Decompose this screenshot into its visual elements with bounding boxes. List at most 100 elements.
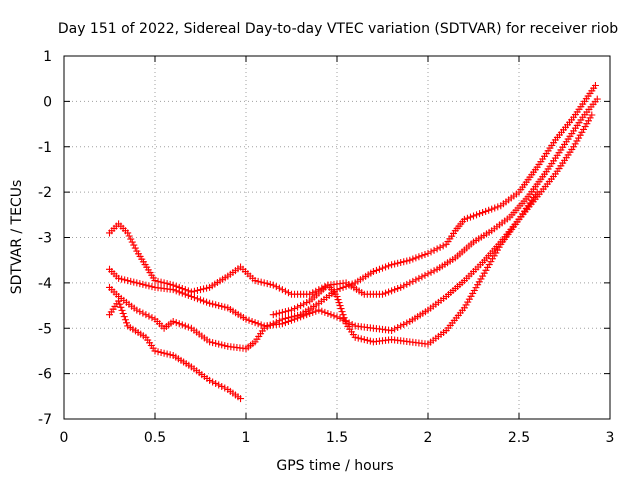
data-point-marker: [115, 297, 123, 305]
data-point-marker: [397, 322, 405, 330]
data-point-marker: [116, 300, 124, 308]
data-point-marker: [284, 314, 292, 322]
data-point-marker: [133, 279, 141, 287]
y-tick-label: -7: [38, 412, 52, 428]
series-track-a: [106, 95, 601, 298]
data-point-marker: [318, 307, 326, 315]
data-point-marker: [415, 274, 423, 282]
data-point-marker: [218, 382, 226, 390]
data-point-marker: [257, 278, 265, 286]
data-point-marker: [175, 320, 183, 328]
data-point-marker: [266, 321, 274, 329]
data-point-marker: [124, 277, 132, 285]
data-point-marker: [375, 265, 383, 273]
series-track-e: [269, 188, 541, 348]
data-point-marker: [275, 317, 283, 325]
series-track-c: [106, 81, 599, 353]
data-point-marker: [212, 339, 220, 347]
data-point-marker: [394, 285, 402, 293]
data-point-marker: [366, 337, 374, 345]
data-point-marker: [312, 307, 320, 315]
data-point-marker: [193, 295, 201, 303]
data-point-marker: [119, 310, 127, 318]
data-point-marker: [245, 316, 253, 324]
data-point-marker: [533, 188, 541, 196]
data-point-marker: [275, 309, 283, 317]
data-point-marker: [584, 117, 592, 125]
data-point-marker: [157, 348, 165, 356]
data-point-marker: [348, 280, 356, 288]
data-point-marker: [148, 314, 156, 322]
data-point-marker: [400, 282, 408, 290]
data-point-marker: [184, 323, 192, 331]
data-point-marker: [281, 314, 289, 322]
data-point-marker: [324, 310, 332, 318]
data-point-marker: [297, 302, 305, 310]
y-tick-labels: -7 -6 -5 -4 -3 -2 -1 0 1: [38, 49, 52, 428]
data-point-marker: [221, 303, 229, 311]
data-point-marker: [403, 319, 411, 327]
data-point-marker: [583, 120, 591, 128]
data-point-marker: [251, 277, 259, 285]
x-tick-label: 0.5: [144, 430, 166, 446]
data-point-marker: [485, 206, 493, 214]
data-point-marker: [571, 140, 579, 148]
x-tick-label: 2.5: [508, 430, 530, 446]
data-point-marker: [215, 340, 223, 348]
data-point-marker: [254, 320, 262, 328]
data-point-marker: [309, 308, 317, 316]
data-point-marker: [588, 111, 596, 119]
chart-title: Day 151 of 2022, Sidereal Day-to-day VTE…: [58, 21, 618, 37]
data-point-marker: [193, 286, 201, 294]
data-point-marker: [294, 311, 302, 319]
data-point-marker: [593, 95, 601, 103]
data-point-marker: [400, 320, 408, 328]
data-point-marker: [424, 249, 432, 257]
data-point-marker: [354, 334, 362, 342]
data-point-marker: [379, 264, 386, 272]
x-tick-labels: 0 0.5 1 1.5 2 2.5 3: [60, 430, 615, 446]
series-track-b: [106, 111, 596, 335]
data-point-marker: [360, 336, 368, 344]
data-point-marker: [477, 275, 485, 283]
data-point-marker: [309, 289, 317, 297]
data-point-marker: [485, 261, 493, 269]
data-point-marker: [221, 342, 229, 350]
data-point-marker: [288, 306, 295, 314]
data-point-marker: [385, 262, 393, 270]
y-tick-label: -2: [38, 185, 52, 201]
y-tick-label: 1: [43, 49, 52, 65]
data-point-marker: [379, 290, 386, 298]
data-point-marker: [436, 243, 444, 251]
data-point-marker: [175, 288, 183, 296]
data-point-marker: [136, 308, 144, 316]
data-point-marker: [494, 203, 502, 211]
data-point-marker: [121, 276, 129, 284]
data-point-marker: [424, 270, 432, 278]
data-point-marker: [151, 347, 159, 355]
data-point-marker: [128, 238, 136, 246]
data-point-marker: [463, 214, 471, 222]
data-point-marker: [178, 321, 186, 329]
data-point-marker: [269, 281, 277, 289]
data-point-marker: [169, 317, 177, 325]
grid-lines: [64, 56, 610, 419]
data-point-marker: [391, 325, 399, 333]
data-point-marker: [403, 257, 411, 265]
data-point-marker: [190, 294, 198, 302]
data-point-marker: [209, 300, 217, 308]
data-point-marker: [215, 302, 223, 310]
data-point-marker: [467, 292, 475, 300]
data-point-marker: [130, 278, 138, 286]
data-point-marker: [275, 284, 283, 292]
data-point-marker: [573, 137, 581, 145]
data-point-marker: [412, 276, 420, 284]
data-point-marker: [172, 319, 180, 327]
data-point-marker: [203, 284, 211, 292]
y-tick-label: -4: [38, 276, 52, 292]
data-point-marker: [433, 245, 441, 253]
data-point-marker: [209, 378, 217, 386]
data-point-marker: [163, 350, 171, 358]
data-point-marker: [218, 341, 226, 349]
data-point-marker: [206, 338, 214, 346]
